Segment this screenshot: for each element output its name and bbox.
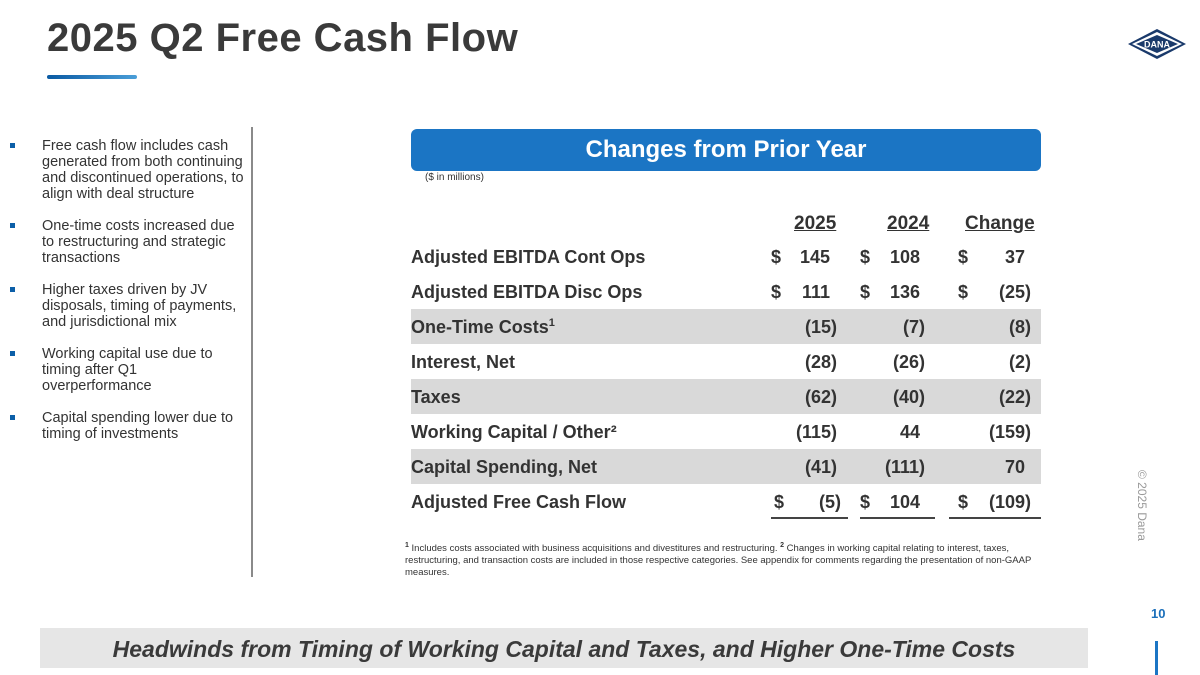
total-underline [771,517,1041,519]
bullet-marker [10,223,15,228]
column-header-2025: 2025 [794,213,837,234]
row-label: One-Time Costs1 [411,317,555,337]
footnote: 1 Includes costs associated with busines… [405,542,1032,579]
currency-symbol: $ [860,247,871,267]
value-2025: (115) [795,422,837,442]
svg-text:DANA: DANA [1144,40,1170,50]
row-label: Taxes [411,387,461,407]
value-change: (25) [998,282,1031,302]
value-2025: (15) [804,317,837,337]
currency-symbol: $ [958,247,969,267]
units-note: ($ in millions) [425,172,484,183]
table-row: Capital Spending, Net (41) (111) 70 [411,449,1041,484]
row-label: Capital Spending, Net [411,457,598,477]
value-2024: (26) [892,352,925,372]
bullet-item: Higher taxes driven by JV disposals, tim… [10,282,250,330]
bullet-item: Working capital use due to timing after … [10,346,250,394]
value-2024: (111) [884,457,925,477]
value-change: (109) [988,492,1031,512]
value-2024: 136 [889,282,920,302]
table-banner: Changes from Prior Year [411,129,1041,171]
value-2025: (5) [819,492,841,512]
row-label: Adjusted EBITDA Disc Ops [411,282,643,302]
currency-symbol: $ [958,282,969,302]
bullet-marker [10,351,15,356]
row-label: Working Capital / Other² [411,422,617,442]
currency-symbol: $ [771,282,782,302]
bullet-item: Capital spending lower due to timing of … [10,410,250,442]
bullet-text: One-time costs increased due to restruct… [42,218,235,266]
bullet-marker [10,287,15,292]
bottom-banner: Headwinds from Timing of Working Capital… [40,628,1088,668]
value-2025: 111 [801,282,830,302]
underline-gap [935,517,949,519]
table-header: 2025 2024 Change [411,207,1041,239]
value-change: (8) [1009,317,1031,337]
row-label: Interest, Net [411,352,516,372]
title-underline [47,75,137,79]
table-row-total: Adjusted Free Cash Flow $ (5) $ 104 $ (1… [411,484,1041,519]
column-header-change: Change [965,213,1035,234]
page-title: 2025 Q2 Free Cash Flow [47,16,519,60]
bullet-text: Free cash flow includes cash generated f… [42,138,244,202]
bullet-text: Capital spending lower due to timing of … [42,410,234,442]
table-row: Taxes (62) (40) (22) [411,379,1041,414]
currency-symbol: $ [958,492,969,512]
currency-symbol: $ [860,282,871,302]
bullet-item: Free cash flow includes cash generated f… [10,138,250,202]
value-2024: 108 [889,247,920,267]
table-row: Interest, Net (28) (26) (2) [411,344,1041,379]
value-change: (2) [1009,352,1031,372]
page-number: 10 [1151,606,1166,621]
value-2025: (41) [804,457,837,477]
bullet-marker [10,415,15,420]
dana-logo: DANA [1128,29,1186,59]
currency-symbol: $ [774,492,785,512]
column-header-2024: 2024 [887,213,930,234]
table-row: Adjusted EBITDA Cont Ops $ 145 $ 108 $ 3… [411,239,1041,274]
underline-gap [848,517,860,519]
bullet-text: Working capital use due to timing after … [42,346,213,394]
value-2025: 145 [799,247,830,267]
value-change: 70 [1004,457,1025,477]
bullet-marker [10,143,15,148]
copyright-text: © 2025 Dana [1135,470,1149,541]
vertical-divider [251,127,253,577]
value-change: (22) [998,387,1031,407]
table-row: One-Time Costs1 (15) (7) (8) [411,309,1041,344]
bullet-list: Free cash flow includes cash generated f… [10,138,250,458]
page-accent-bar [1155,641,1158,675]
cash-flow-table: 2025 2024 Change Adjusted EBITDA Cont Op… [411,207,1041,519]
value-change: 37 [1004,247,1025,267]
bullet-item: One-time costs increased due to restruct… [10,218,250,266]
currency-symbol: $ [860,492,871,512]
value-change: (159) [988,422,1031,442]
value-2024: (7) [903,317,925,337]
row-label: Adjusted Free Cash Flow [411,492,627,512]
value-2025: (28) [804,352,837,372]
value-2025: (62) [804,387,837,407]
table-row: Adjusted EBITDA Disc Ops $ 111 $ 136 $ (… [411,274,1041,309]
row-label: Adjusted EBITDA Cont Ops [411,247,646,267]
table-row: Working Capital / Other² (115) 44 (159) [411,414,1041,449]
value-2024: 44 [899,422,920,442]
value-2024: (40) [892,387,925,407]
bullet-text: Higher taxes driven by JV disposals, tim… [42,282,237,330]
value-2024: 104 [889,492,920,512]
currency-symbol: $ [771,247,782,267]
